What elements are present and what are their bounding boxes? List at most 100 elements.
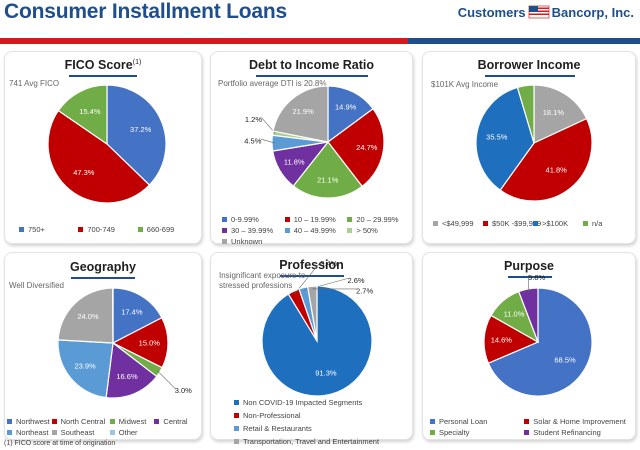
legend-label: <$49,999	[442, 219, 474, 228]
panel-income: Borrower Income $101K Avg Income 18.1% 41…	[422, 51, 636, 244]
legend-swatch	[524, 429, 530, 435]
pie-chart: 14.9% 24.7% 21.1% 11.8% 4.5% 1.2% 21.9%	[244, 85, 385, 199]
data-label: 24.7%	[356, 143, 378, 152]
chart-title: Borrower Income	[477, 58, 581, 72]
data-label: 21.9%	[292, 107, 314, 116]
legend-label: Northwest	[16, 417, 50, 426]
pie-chart: 68.5% 14.6% 11.0% 5.8%	[483, 273, 593, 397]
data-label: 41.8%	[546, 165, 568, 174]
data-label: 18.1%	[543, 108, 565, 117]
panel-profession: Profession Insignificant exposure to str…	[210, 252, 413, 446]
data-label: 68.5%	[554, 355, 576, 364]
legend-item: 20 – 29.99%	[347, 214, 410, 225]
legend-swatch	[433, 220, 438, 226]
legend-label: Non-Professional	[243, 411, 301, 420]
legend-item: 700-749	[78, 224, 137, 235]
legend-item: 750+	[19, 224, 78, 235]
legend-label: Unknown	[231, 237, 263, 246]
chart-note: Insignificant exposure to stressed profe…	[219, 271, 306, 290]
legend-swatch	[284, 216, 290, 222]
legend-label: > 50%	[356, 226, 378, 235]
legend-item: <$49,999	[433, 218, 483, 229]
chart-legend: Personal Loan Solar & Home Improvement Spe…	[430, 416, 635, 438]
legend-swatch	[483, 220, 488, 226]
chart-note: 741 Avg FICO	[9, 79, 60, 88]
legend-swatch	[78, 226, 84, 232]
pie-slice	[499, 117, 593, 202]
legend-swatch	[51, 429, 57, 435]
flag-icon	[528, 5, 549, 19]
legend-item: n/a	[583, 218, 633, 229]
legend-item: Transportation, Travel and Entertainment	[234, 435, 412, 448]
legend-swatch	[7, 418, 12, 424]
legend-item: Retail & Restaurants	[234, 422, 412, 435]
legend-item: 0-9.99%	[222, 214, 285, 225]
panel-fico: FICO Score(1) 741 Avg FICO 37.2% 47.3% 15.…	[4, 51, 202, 244]
pie-slice	[487, 287, 593, 397]
legend-label: 40 – 49.99%	[293, 226, 336, 235]
data-label: 23.9%	[74, 362, 96, 371]
legend-item: 40 – 49.99%	[284, 225, 348, 236]
data-label: 47.3%	[73, 168, 95, 177]
legend-item: North Central	[51, 416, 110, 427]
pie-slice	[272, 85, 329, 143]
data-label: 37.2%	[130, 125, 152, 134]
data-label: 14.6%	[491, 335, 513, 344]
legend-swatch	[234, 425, 239, 431]
legend-label: Northeast	[16, 428, 49, 437]
legend-label: Retail & Restaurants	[243, 424, 312, 433]
company-logo: Customers Bancorp, Inc.	[458, 2, 634, 22]
legend-swatch	[222, 238, 227, 244]
legend-swatch	[19, 226, 24, 232]
chart-title: Purpose	[503, 259, 554, 273]
chart-note: $101K Avg Income	[431, 80, 499, 89]
chart-legend: 0-9.99% 10 – 19.99% 20 – 29.99% 30 – 39.99%…	[222, 214, 412, 247]
legend-item: Unknown	[222, 236, 285, 247]
legend-item: Specialty	[430, 427, 524, 438]
legend-swatch	[430, 429, 435, 435]
legend-label: 660-699	[146, 225, 175, 234]
legend-item: 30 – 39.99%	[222, 225, 285, 236]
data-label: 2.6%	[347, 276, 364, 285]
data-label: 2.7%	[356, 286, 373, 295]
pie-slice	[112, 287, 163, 344]
legend-swatch	[234, 412, 239, 418]
legend-item: Other	[109, 427, 155, 438]
legend-item: Solar & Home Improvement	[524, 416, 635, 427]
legend-swatch	[154, 418, 160, 424]
pie-chart: 18.1% 41.8% 35.5%	[475, 84, 593, 202]
legend-label: n/a	[592, 219, 603, 228]
legend-label: Non COVID-19 Impacted Segments	[243, 398, 363, 407]
chart-title: Geography	[70, 260, 136, 274]
chart-legend: <$49,999 $50K -$99,999>$100K n/a	[433, 218, 633, 229]
pie-slice	[106, 84, 167, 186]
legend-swatch	[51, 418, 57, 424]
legend-swatch	[284, 227, 290, 233]
logo-text-left: Customers	[457, 4, 526, 20]
legend-item: $50K -$99,999	[483, 218, 541, 229]
legend-item: Student Refinancing	[524, 427, 635, 438]
legend-label: Southeast	[60, 428, 95, 437]
pie-slice	[516, 84, 535, 144]
data-label: 11.8%	[284, 157, 305, 166]
legend-swatch	[347, 227, 353, 233]
header-divider	[0, 38, 640, 44]
data-label: 14.9%	[335, 103, 357, 112]
panel-purpose: Purpose 68.5% 14.6% 11.0% 5.8% Personal Loa…	[422, 252, 636, 440]
legend-label: 30 – 39.99%	[231, 226, 274, 235]
pie-slice	[533, 84, 588, 144]
data-label: 35.5%	[486, 132, 508, 141]
legend-item: Midwest	[109, 416, 155, 427]
data-label: 17.4%	[121, 307, 143, 316]
legend-label: North Central	[60, 417, 106, 426]
legend-swatch	[533, 220, 538, 226]
chart-title: Profession	[279, 258, 344, 272]
chart-legend: Non COVID-19 Impacted Segments Non-Profes…	[234, 396, 412, 448]
data-label: 16.6%	[116, 372, 138, 381]
legend-label: 750+	[28, 225, 45, 234]
legend-swatch	[222, 227, 227, 233]
pie-slice	[327, 107, 385, 188]
data-label: 21.1%	[317, 176, 339, 185]
legend-item: Central	[154, 416, 199, 427]
pie-slice	[475, 86, 535, 191]
